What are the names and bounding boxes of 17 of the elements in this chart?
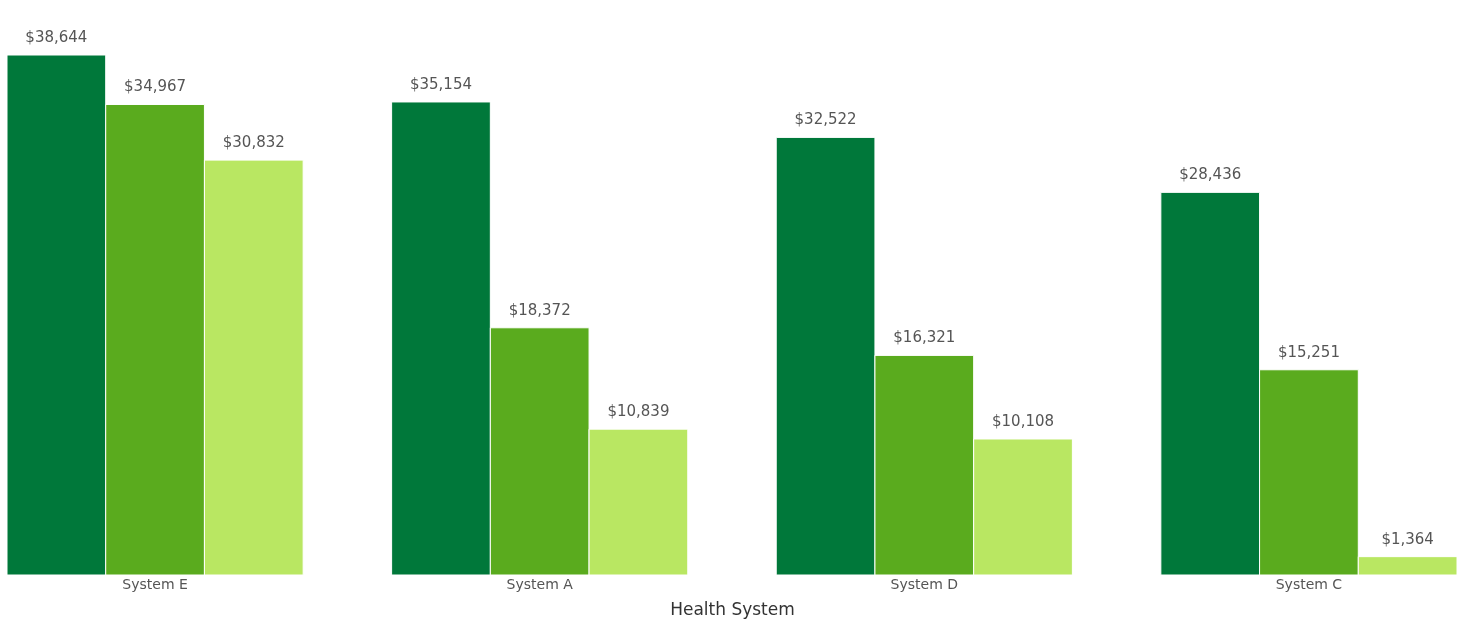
data-label: $10,839 [607,402,670,421]
x-tick-label: System D [890,575,959,592]
data-label: $34,967 [124,77,187,96]
data-label: $38,644 [25,28,88,46]
data-label: $1,364 [1381,529,1434,548]
data-label: $30,832 [222,133,285,152]
x-tick-label: System E [122,575,188,592]
x-tick-label: System C [1275,575,1343,592]
data-label: $15,251 [1277,342,1340,361]
data-label: $28,436 [1179,165,1242,184]
data-label: $35,154 [409,74,472,93]
x-tick-label: System A [506,575,574,592]
data-label: $16,321 [893,328,956,347]
data-label: $18,372 [508,300,571,319]
data-label: $32,522 [794,110,857,129]
data-label: $10,108 [992,411,1055,430]
x-axis-title: Health System [670,598,795,619]
